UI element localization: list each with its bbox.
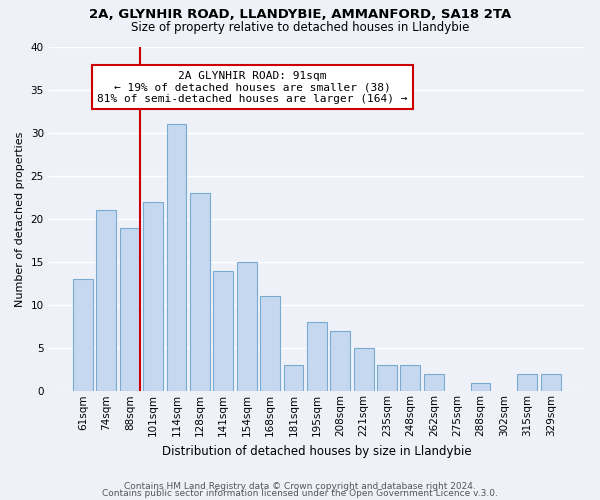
Bar [307,322,327,392]
Text: 2A, GLYNHIR ROAD, LLANDYBIE, AMMANFORD, SA18 2TA: 2A, GLYNHIR ROAD, LLANDYBIE, AMMANFORD, … [89,8,511,20]
Bar [470,382,490,392]
Bar [377,366,397,392]
Text: Contains HM Land Registry data © Crown copyright and database right 2024.: Contains HM Land Registry data © Crown c… [124,482,476,491]
Bar [400,366,421,392]
Bar [73,279,93,392]
Bar [214,270,233,392]
Bar [167,124,187,392]
Bar [237,262,257,392]
Bar [97,210,116,392]
Bar [260,296,280,392]
X-axis label: Distribution of detached houses by size in Llandybie: Distribution of detached houses by size … [162,444,472,458]
Bar [284,366,304,392]
Bar [143,202,163,392]
Text: Contains public sector information licensed under the Open Government Licence v.: Contains public sector information licen… [102,490,498,498]
Bar [541,374,560,392]
Text: 2A GLYNHIR ROAD: 91sqm
← 19% of detached houses are smaller (38)
81% of semi-det: 2A GLYNHIR ROAD: 91sqm ← 19% of detached… [97,70,408,104]
Bar [424,374,443,392]
Bar [517,374,537,392]
Bar [120,228,140,392]
Text: Size of property relative to detached houses in Llandybie: Size of property relative to detached ho… [131,21,469,34]
Y-axis label: Number of detached properties: Number of detached properties [15,131,25,306]
Bar [190,193,210,392]
Bar [353,348,374,392]
Bar [330,331,350,392]
